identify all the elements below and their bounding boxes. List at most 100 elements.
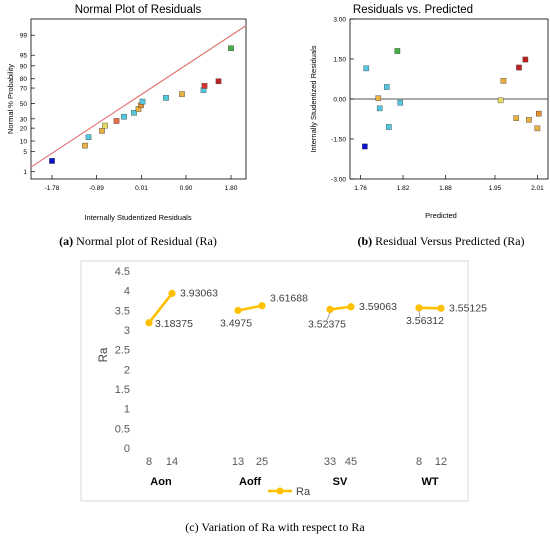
normal-plot-ytick-label: 30 (20, 116, 28, 123)
residual-point (516, 64, 522, 71)
ra-ytick-label: 2 (124, 364, 130, 376)
ra-data-label: 3.52375 (308, 318, 346, 330)
normal-plot-xtick-label: 0.90 (180, 185, 193, 192)
residual-plot-caption: (b) Residual Versus Predicted (Ra) (357, 234, 524, 248)
ra-ytick-label: 3 (124, 325, 130, 337)
residual-point (375, 95, 382, 101)
residual-xtick-label: 1.82 (397, 185, 410, 192)
ra-level-label: 25 (256, 456, 268, 468)
normal-plot-ytick-label: 50 (20, 101, 28, 108)
ra-ytick-label: 1 (124, 404, 130, 416)
residual-vs-predicted-panel: Residuals vs. Predicted 3.00 1.50 0.00 -1.5… (309, 4, 549, 248)
normal-plot-ytick-label: 5 (23, 149, 27, 156)
ra-level-label: 14 (166, 456, 178, 468)
ra-label-leader (418, 310, 421, 318)
ra-legend-label: Ra (296, 486, 311, 498)
ra-factor-label: WT (421, 476, 438, 488)
ra-ytick-label: 2.5 (115, 345, 130, 357)
ra-ytick-label: 1.5 (115, 384, 130, 396)
ra-data-label: 3.93063 (180, 287, 218, 299)
residual-point (376, 105, 383, 112)
ra-legend: Ra (268, 486, 311, 498)
residual-xtick-label: 2.01 (531, 185, 544, 192)
residual-point (386, 124, 392, 130)
ra-chart-border (80, 260, 469, 502)
ra-level-label: 13 (232, 456, 244, 468)
normal-plot-point (49, 158, 55, 164)
ra-ytick-label: 0 (124, 443, 130, 455)
ra-data-label: 3.56312 (406, 315, 444, 327)
ra-ytick-label: 0.5 (115, 423, 130, 435)
normal-plot-point (131, 109, 137, 116)
normal-plot-ytick-label: 80 (20, 76, 28, 83)
ra-ytick-label: 4.5 (115, 266, 130, 278)
ra-point (437, 304, 445, 312)
ra-legend-marker (276, 487, 284, 495)
ra-point (145, 319, 153, 327)
residual-point (526, 116, 532, 123)
normal-plot-ytick-label: 10 (20, 139, 28, 146)
residual-point (500, 78, 507, 84)
ra-variation-panel: 0 0.5 1 1.5 2 2.5 3 3.5 4 4.5 3.18375 3.93063 3.497… (80, 260, 487, 534)
ra-factor-label: Aon (150, 476, 172, 488)
normal-plot-point (179, 91, 185, 97)
residual-ytick-label: -1.50 (331, 137, 346, 144)
residual-point (397, 99, 404, 106)
residual-point (534, 125, 541, 132)
normal-plot-fit-line (30, 25, 247, 168)
ra-level-label: 8 (146, 456, 152, 468)
residual-xtick-label: 1.76 (354, 185, 367, 192)
residual-ytick-label: 0.00 (333, 97, 346, 104)
residual-point (394, 48, 401, 54)
normal-plot-ytick-label: 99 (20, 33, 28, 40)
ra-ytick-label: 3.5 (115, 305, 130, 317)
residual-point (363, 65, 370, 72)
normal-plot-ytick-label: 70 (20, 86, 28, 93)
ra-factor-label: SV (333, 476, 348, 488)
residual-ytick-label: -3.00 (331, 177, 346, 184)
normal-plot-ytick-label: 95 (20, 53, 28, 60)
ra-variation-caption: (c) Variation of Ra with respect to Ra (185, 520, 365, 534)
residual-plot-title: Residuals vs. Predicted (353, 4, 473, 16)
normal-plot-point (113, 118, 120, 124)
ra-series-line (237, 304, 263, 312)
residual-point (522, 56, 529, 63)
normal-plot-point (228, 45, 234, 52)
ra-series-line (147, 292, 174, 324)
ra-axis-label: Ra (98, 347, 110, 362)
residual-point (513, 115, 519, 121)
ra-level-label: 33 (324, 456, 336, 468)
ra-label-leader (326, 312, 331, 321)
ra-level-label: 8 (416, 456, 422, 468)
residual-point (536, 110, 542, 117)
normal-plot-point (82, 142, 88, 149)
normal-plot-xtick-label: -1.78 (45, 185, 60, 192)
residual-ytick-label: 1.50 (333, 57, 346, 64)
ra-data-label: 3.59063 (359, 301, 397, 313)
ra-point (234, 306, 242, 315)
residual-point (362, 143, 368, 150)
normal-plot-point (102, 122, 108, 129)
normal-plot-frame (30, 18, 247, 180)
normal-plot-ytick-label: 90 (20, 63, 28, 70)
residual-xtick-label: 1.88 (439, 185, 452, 192)
ra-level-label: 45 (345, 456, 357, 468)
normal-plot-point (215, 78, 222, 85)
ra-ytick-label: 4 (124, 286, 130, 298)
normal-plot-point (201, 83, 208, 89)
normal-plot-panel: Normal Plot of Residuals 1 5 10 20 30 50 70 80 9… (6, 4, 247, 248)
normal-plot-ytick-label: 20 (20, 126, 28, 133)
normal-plot-xlabel: Internally Studentized Residuals (84, 213, 191, 222)
normal-plot-ylabel: Normal % Probability (6, 64, 15, 134)
normal-plot-point (163, 95, 169, 101)
normal-plot-point (139, 98, 146, 105)
residual-plot-ylabel: Internally Studentized Residuals (309, 45, 318, 152)
ra-point (168, 289, 176, 297)
normal-plot-xtick-label: 0.01 (135, 185, 148, 192)
residual-plot-xlabel: Predicted (425, 211, 457, 220)
ra-point (326, 305, 334, 313)
normal-plot-point (99, 128, 105, 134)
residual-ytick-label: 3.00 (333, 17, 346, 24)
normal-plot-point (85, 134, 92, 140)
